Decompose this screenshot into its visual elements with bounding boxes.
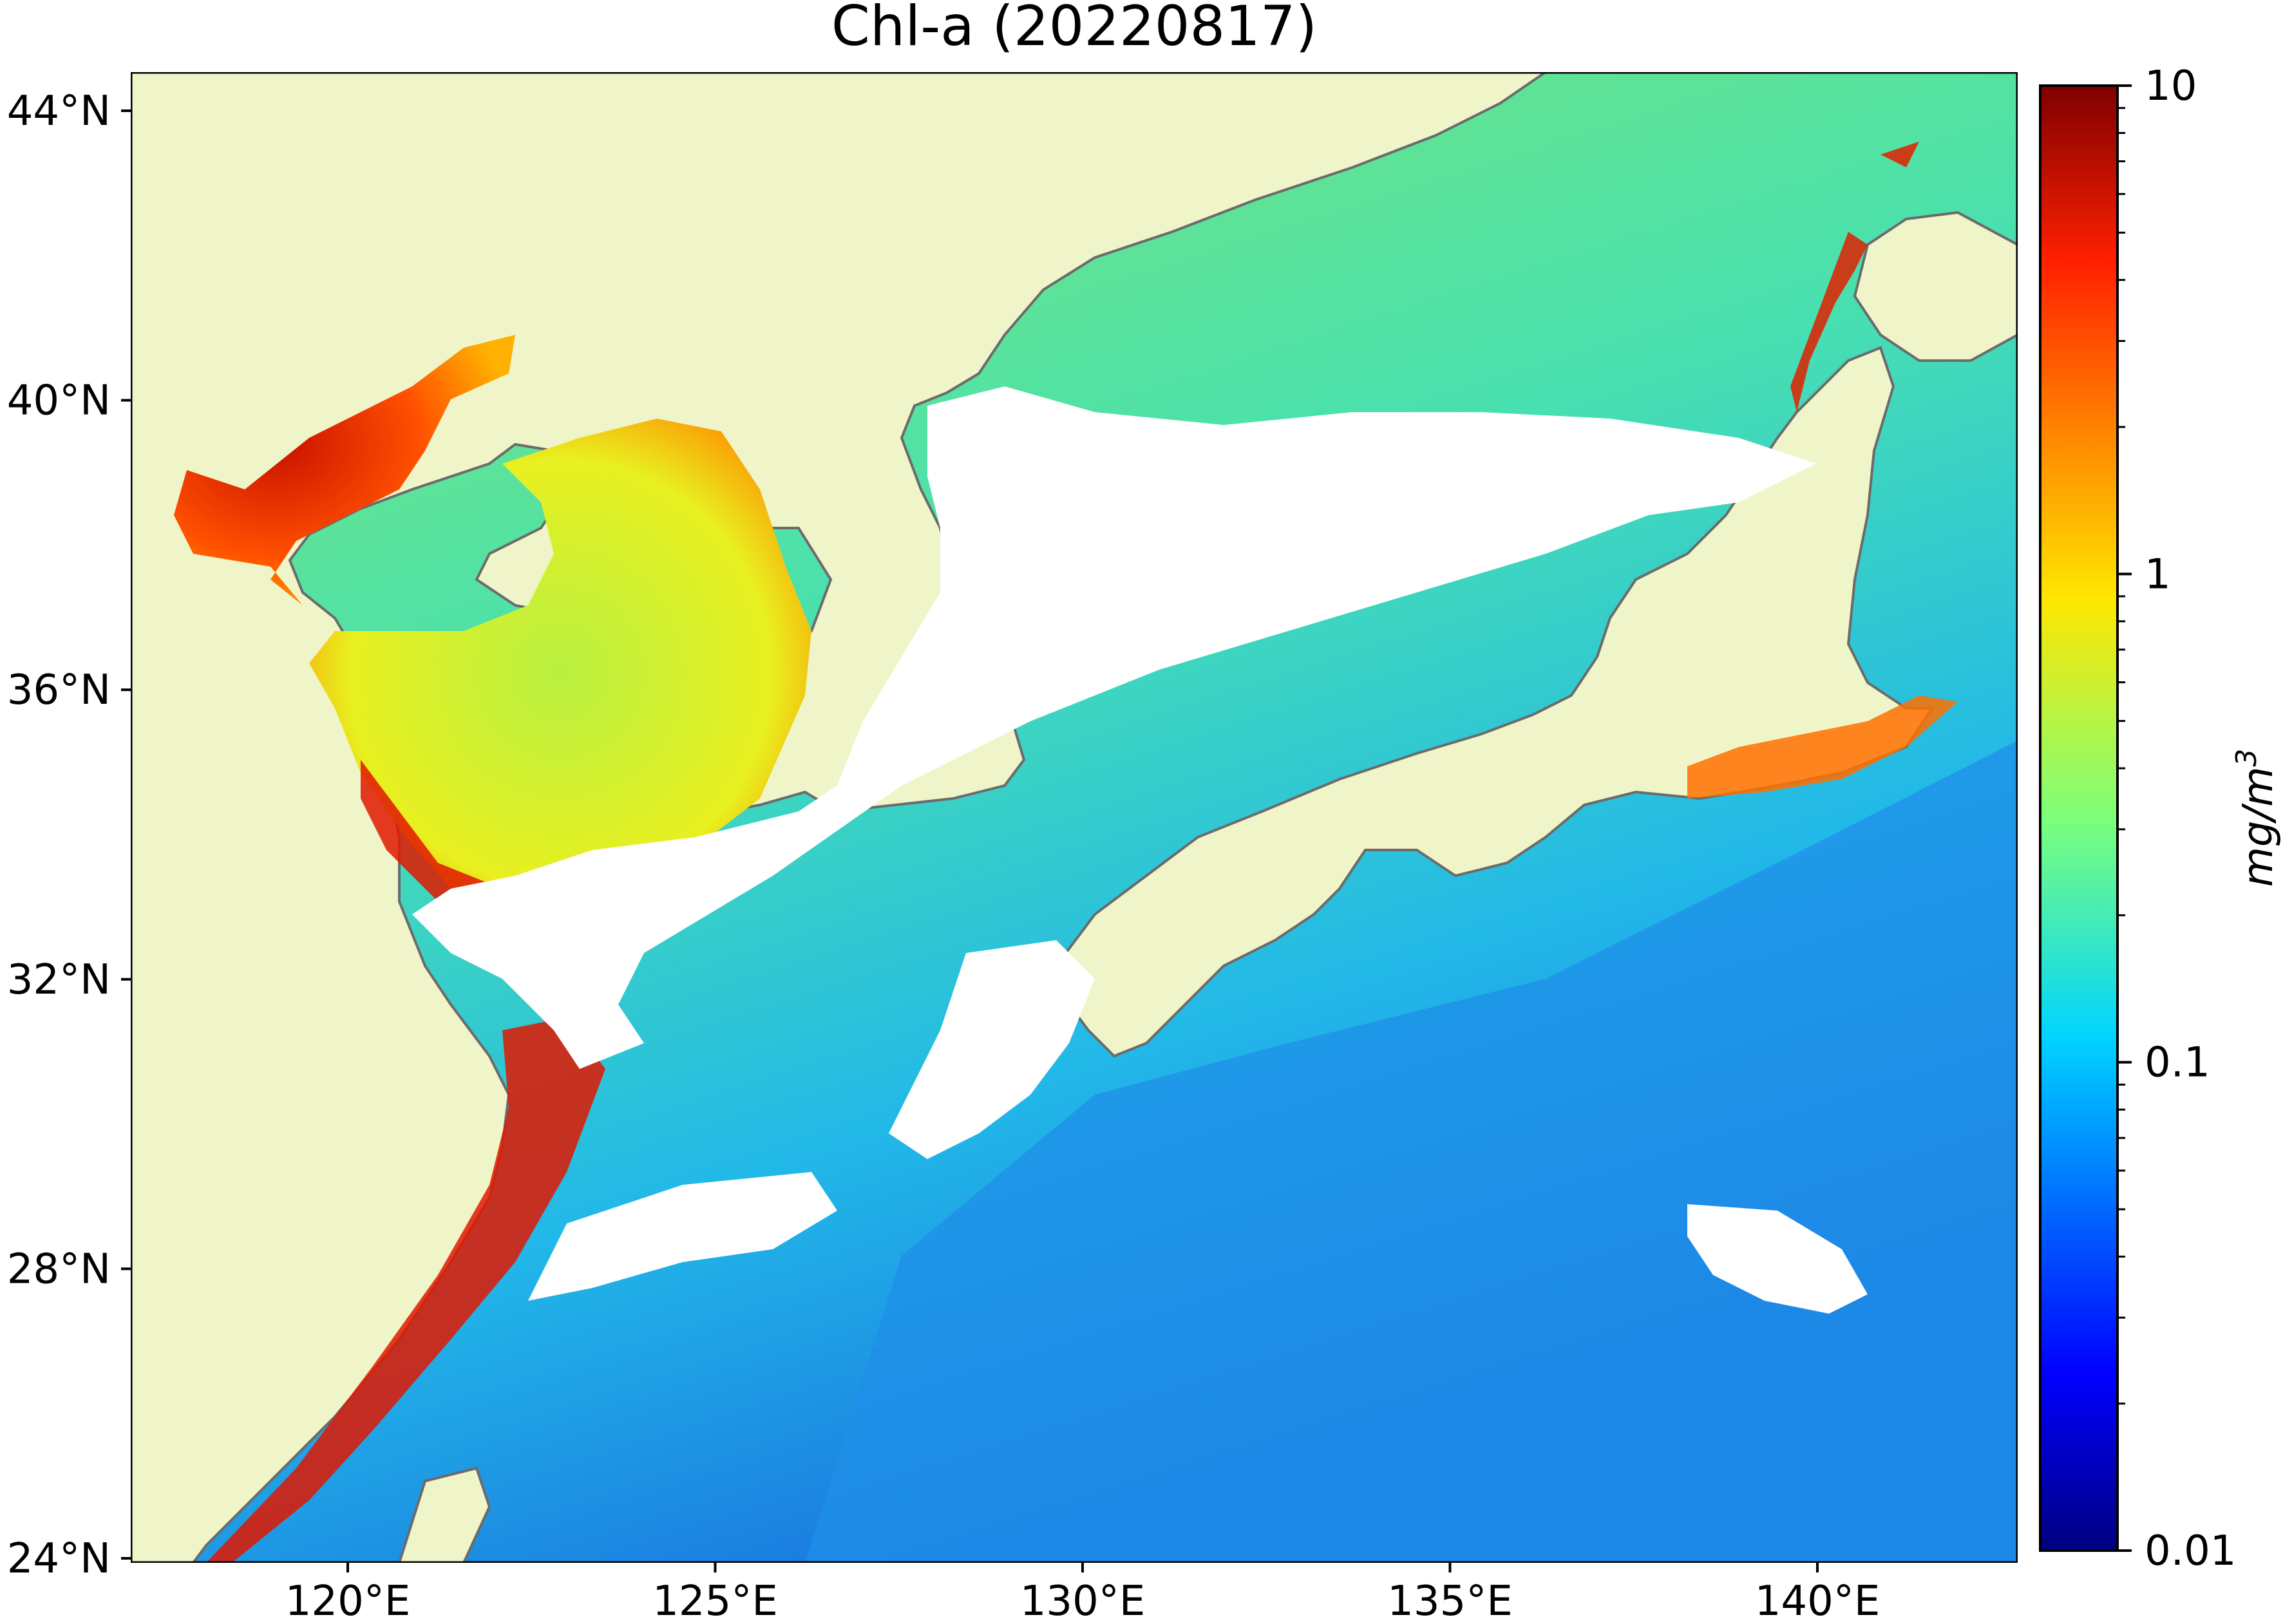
yellow-sea xyxy=(309,419,811,927)
lon-tick-label: 140°E xyxy=(1755,1578,1880,1624)
colorbar-tick-label: 0.01 xyxy=(2145,1527,2237,1575)
longitude-axis: 120°E 125°E 130°E 135°E 140°E xyxy=(285,1563,1880,1624)
cloud-gap xyxy=(412,386,1868,1314)
lon-tick-label: 125°E xyxy=(652,1578,778,1624)
lat-tick-label: 36°N xyxy=(7,666,111,714)
bohai-gulf xyxy=(174,335,515,605)
land-japan xyxy=(1054,346,1935,1058)
latitude-axis: 44°N 40°N 36°N 32°N 28°N 24°N xyxy=(7,88,131,1583)
lon-tick-label: 120°E xyxy=(285,1578,411,1624)
lat-tick-label: 44°N xyxy=(7,88,111,135)
colorbar-tick-label: 0.1 xyxy=(2145,1039,2210,1087)
lat-tick-label: 32°N xyxy=(7,956,111,1004)
deep-ocean-low-chl xyxy=(805,741,2018,1563)
colorbar-tick-label: 1 xyxy=(2145,551,2171,598)
colorbar-tick-label: 10 xyxy=(2145,62,2197,110)
lon-tick-label: 130°E xyxy=(1020,1578,1146,1624)
colorbar-gradient xyxy=(2039,84,2119,1552)
lat-tick-label: 28°N xyxy=(7,1245,111,1293)
colorbar-label: mg/m3 xyxy=(2230,749,2283,887)
land-taiwan xyxy=(397,1466,491,1563)
colorbar: 10 1 0.1 0.01 mg/m3 xyxy=(2039,62,2283,1575)
colorbar-ticks: 10 1 0.1 0.01 xyxy=(2117,62,2237,1575)
land-hokkaido xyxy=(1853,211,2018,362)
hokkaido-coastal-bloom xyxy=(1790,142,1919,412)
map-panel xyxy=(131,72,2018,1563)
lon-tick-label: 135°E xyxy=(1387,1578,1513,1624)
chart-title: Chl-a (20220817) xyxy=(831,0,1317,59)
tokyo-bay-bloom xyxy=(1687,695,1958,798)
lat-tick-label: 24°N xyxy=(7,1535,111,1583)
lat-tick-label: 40°N xyxy=(7,377,111,425)
china-coastal-bloom xyxy=(206,760,605,1563)
